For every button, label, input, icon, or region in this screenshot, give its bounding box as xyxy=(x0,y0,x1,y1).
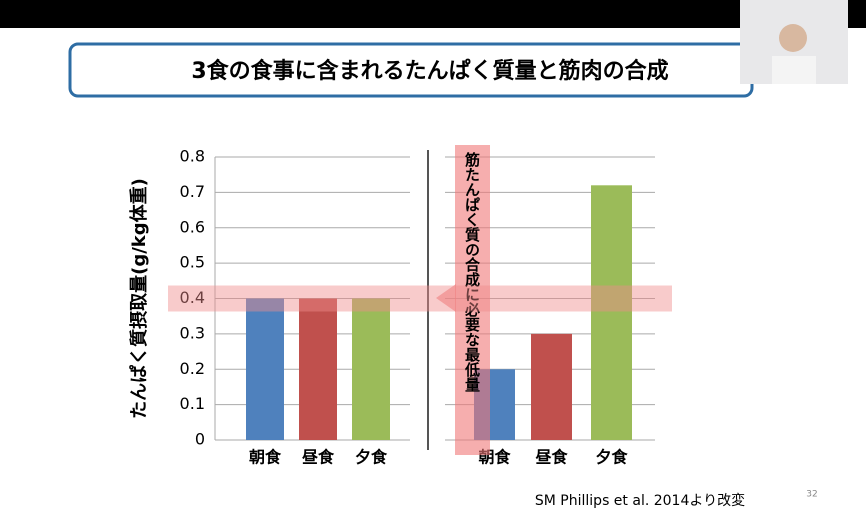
webcam-face xyxy=(779,24,807,52)
webcam-body xyxy=(772,56,816,84)
y-axis-label: たんぱく質摂取量(g/kg体重) xyxy=(128,178,150,419)
slide-title: 3食の食事に含まれるたんぱく質量と筋肉の合成 xyxy=(191,58,668,84)
bar xyxy=(591,185,632,440)
y-tick-label: 0.2 xyxy=(180,359,205,378)
bar xyxy=(531,333,572,440)
x-tick-label: 昼食 xyxy=(534,448,568,467)
bar xyxy=(352,298,390,440)
y-tick-label: 0.6 xyxy=(180,217,205,236)
annotation-arrow-body xyxy=(455,145,490,455)
y-tick-label: 0 xyxy=(195,430,205,449)
y-tick-label: 0.3 xyxy=(180,323,205,342)
y-tick-label: 0.8 xyxy=(180,147,205,166)
annotation-arrow-head xyxy=(436,284,456,312)
reference-band xyxy=(168,285,672,312)
source: SM Phillips et al. 2014より改変 xyxy=(535,492,745,509)
annotation: 筋たんぱく質の合成に必要な最低量 xyxy=(463,151,481,392)
x-tick-label: 夕食 xyxy=(595,448,628,467)
page-number: 32 xyxy=(806,490,817,500)
x-tick-label: 朝食 xyxy=(249,448,282,467)
bar xyxy=(299,298,337,440)
y-tick-label: 0.1 xyxy=(180,394,205,413)
y-tick-label: 0.4 xyxy=(180,288,205,307)
x-tick-label: 昼食 xyxy=(301,448,335,467)
y-tick-label: 0.7 xyxy=(180,182,205,201)
y-tick-label: 0.5 xyxy=(180,253,205,272)
bar xyxy=(246,298,284,440)
top-bar xyxy=(0,0,866,28)
x-tick-label: 夕食 xyxy=(355,448,388,467)
